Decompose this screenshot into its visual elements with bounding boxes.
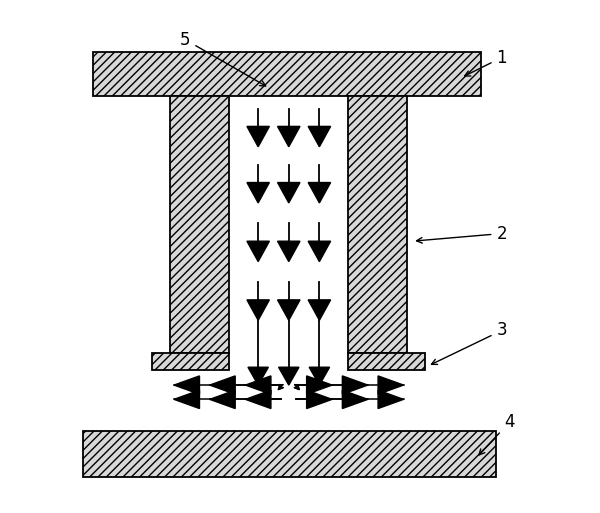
Bar xyxy=(94,52,481,96)
Polygon shape xyxy=(278,241,300,262)
Bar xyxy=(83,431,496,477)
Bar xyxy=(152,353,229,370)
Bar xyxy=(349,96,407,353)
Polygon shape xyxy=(378,390,404,408)
Bar xyxy=(170,96,229,353)
Polygon shape xyxy=(343,376,368,394)
Polygon shape xyxy=(309,367,329,385)
Polygon shape xyxy=(247,241,269,262)
Polygon shape xyxy=(278,126,300,147)
Text: 2: 2 xyxy=(416,225,507,243)
Polygon shape xyxy=(209,376,235,394)
Text: 3: 3 xyxy=(431,322,507,364)
Bar xyxy=(349,353,425,370)
Polygon shape xyxy=(307,376,332,394)
Text: 4: 4 xyxy=(479,413,515,455)
Polygon shape xyxy=(278,183,300,203)
Polygon shape xyxy=(247,300,269,320)
Polygon shape xyxy=(278,367,299,385)
Polygon shape xyxy=(307,390,332,408)
Polygon shape xyxy=(308,183,331,203)
Text: 5: 5 xyxy=(180,31,266,86)
Polygon shape xyxy=(248,367,268,385)
Polygon shape xyxy=(247,126,269,147)
Polygon shape xyxy=(245,390,271,408)
Polygon shape xyxy=(308,300,331,320)
Polygon shape xyxy=(245,376,271,394)
Polygon shape xyxy=(209,390,235,408)
Polygon shape xyxy=(378,376,404,394)
Polygon shape xyxy=(174,390,199,408)
Polygon shape xyxy=(308,126,331,147)
Polygon shape xyxy=(278,300,300,320)
Polygon shape xyxy=(174,376,199,394)
Polygon shape xyxy=(308,241,331,262)
Text: 1: 1 xyxy=(464,49,507,76)
Polygon shape xyxy=(247,183,269,203)
Polygon shape xyxy=(343,390,368,408)
